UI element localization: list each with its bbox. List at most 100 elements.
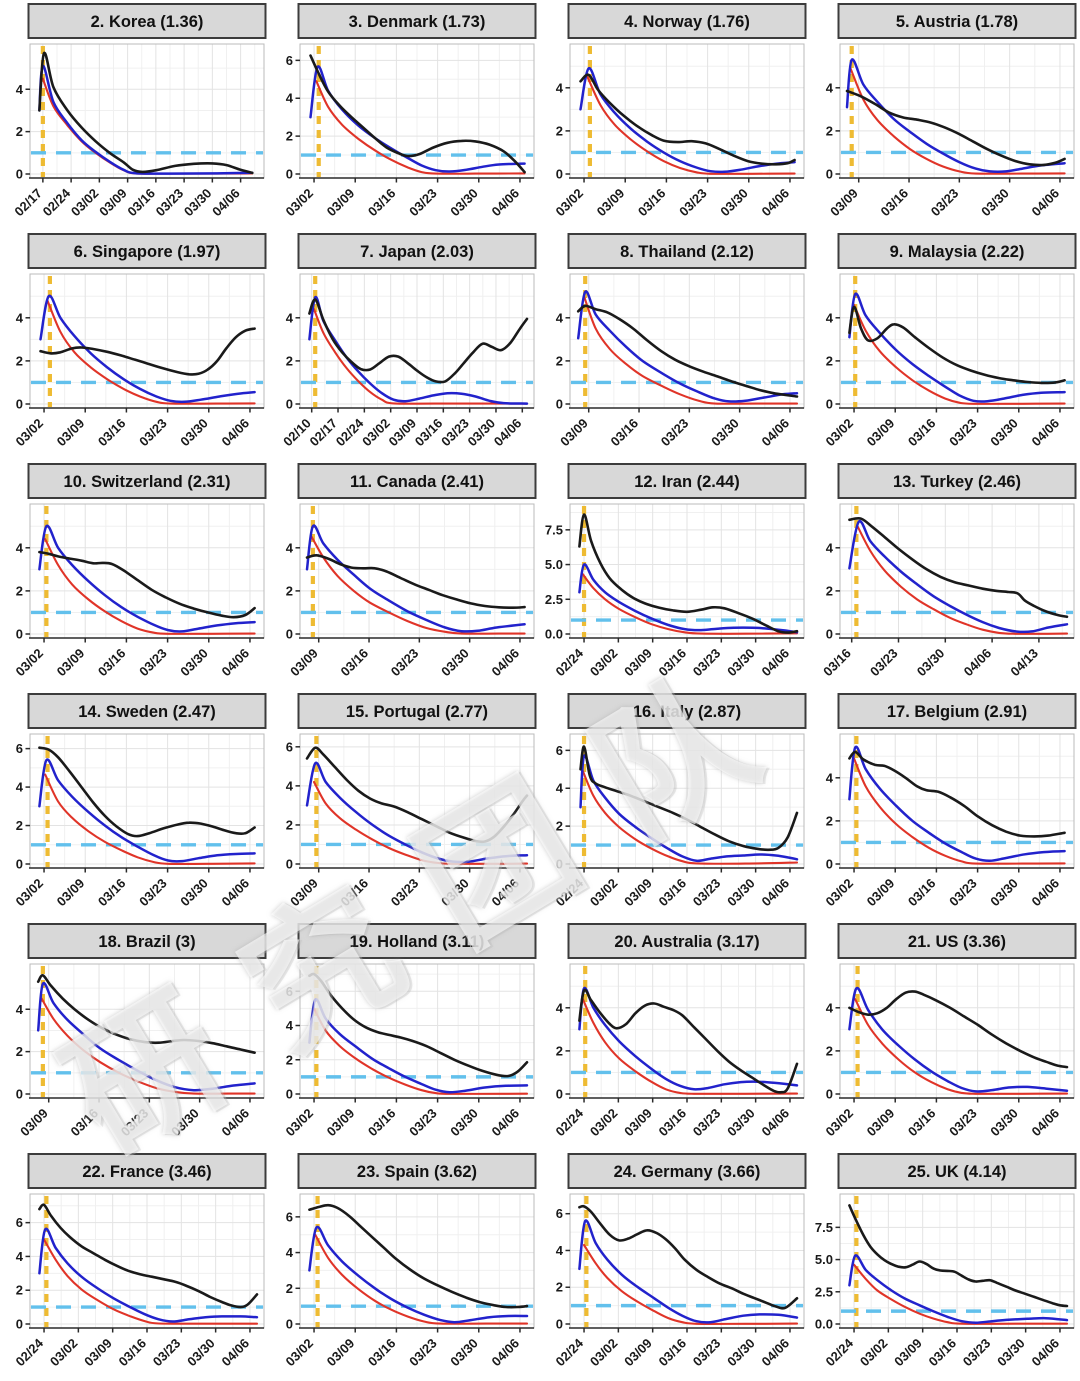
x-tick-label: 04/06 bbox=[489, 1336, 523, 1370]
panel-plot-uk: 0.0 2.5 5.0 7.5 02/24 03/02 03/09 03/16 03/23 03/… bbox=[815, 1153, 1077, 1369]
panel-plot-spain: 0 2 4 6 03/02 03/09 03/16 03/23 03/30 04/06 23. Sp… bbox=[283, 1153, 537, 1370]
x-tick-label: 02/17 bbox=[11, 186, 45, 220]
panel-plot-belgium: 0 2 4 03/02 03/09 03/16 03/23 03/30 04/06 17. Bel… bbox=[823, 693, 1077, 910]
x-tick-label: 03/16 bbox=[365, 186, 399, 220]
model-line-red bbox=[581, 573, 799, 635]
x-tick-label: 04/06 bbox=[489, 646, 523, 680]
y-tick-label: 6 bbox=[16, 741, 23, 756]
x-tick-label: 03/23 bbox=[928, 186, 962, 220]
y-tick-label: 0 bbox=[286, 1317, 293, 1332]
observed-line bbox=[578, 1204, 799, 1310]
x-tick-label: 03/30 bbox=[708, 416, 742, 450]
x-tick-label: 03/09 bbox=[864, 416, 898, 450]
panel-title: 15. Portugal (2.77) bbox=[346, 703, 488, 721]
panel-germany: 0 2 4 6 02/24 03/02 03/09 03/16 03/23 03/30 04/06 2… bbox=[540, 1150, 810, 1380]
y-tick-label: 0 bbox=[826, 397, 833, 412]
x-tick-label: 03/30 bbox=[438, 646, 472, 680]
panel-title: 19. Holland (3.11) bbox=[350, 933, 485, 951]
y-tick-label: 2 bbox=[16, 1283, 23, 1298]
y-tick-label: 2 bbox=[556, 353, 563, 368]
y-tick-label: 0 bbox=[286, 857, 293, 872]
model-line-red bbox=[312, 1007, 529, 1095]
model-line-blue bbox=[576, 290, 799, 403]
y-tick-label: 0 bbox=[556, 397, 563, 412]
x-tick-label: 03/16 bbox=[95, 876, 129, 910]
panel-plot-japan: 0 2 4 02/1002/1702/2403/0203/0903/1603/2303… bbox=[280, 233, 537, 450]
gridlines bbox=[840, 274, 1074, 408]
panel-header: 16. Italy (2.87) bbox=[567, 693, 807, 729]
panel-plot-switzerland: 0 2 4 03/02 03/09 03/16 03/23 03/30 04/06 10. Swi… bbox=[13, 463, 267, 679]
x-tick-label: 04/06 bbox=[759, 1336, 793, 1370]
x-tick-label: 03/16 bbox=[68, 1106, 102, 1140]
x-tick-label: 03/02 bbox=[587, 876, 621, 910]
x-tick-label: 03/09 bbox=[864, 876, 898, 910]
model-line-red bbox=[856, 525, 1069, 635]
x-tick-label: 04/06 bbox=[759, 876, 793, 910]
x-tick-label: 03/09 bbox=[621, 1106, 655, 1140]
x-tick-label: 03/30 bbox=[447, 186, 481, 220]
y-tick-label: 4 bbox=[826, 540, 834, 555]
x-tick-label: 03/16 bbox=[905, 1106, 939, 1140]
x-tick-label: 03/30 bbox=[168, 1106, 202, 1140]
x-tick-label: 03/23 bbox=[690, 646, 724, 680]
x-tick-label: 03/09 bbox=[287, 876, 321, 910]
y-tick-label: 0 bbox=[16, 1317, 23, 1332]
model-line-blue bbox=[39, 294, 256, 404]
y-tick-label: 4 bbox=[286, 1245, 294, 1260]
x-tick-label: 04/06 bbox=[1029, 1106, 1063, 1140]
panel-plot-malaysia: 0 2 4 03/02 03/09 03/16 03/23 03/30 04/06 9. Mala… bbox=[823, 233, 1077, 450]
observed-line bbox=[848, 750, 1066, 838]
x-tick-label: 03/30 bbox=[717, 186, 751, 220]
panel-title: 11. Canada (2.41) bbox=[350, 473, 484, 491]
panel-title: 7. Japan (2.03) bbox=[360, 243, 474, 261]
panel-header: 7. Japan (2.03) bbox=[297, 233, 537, 269]
plot-area bbox=[30, 44, 264, 178]
model-line-red bbox=[854, 998, 1069, 1095]
y-tick-label: 0 bbox=[826, 1087, 833, 1102]
x-tick-label: 04/06 bbox=[1029, 416, 1063, 450]
model-line-red bbox=[312, 308, 529, 405]
x-tick-label: 04/06 bbox=[1029, 876, 1063, 910]
y-tick-label: 4 bbox=[556, 80, 564, 95]
x-tick-label: 03/23 bbox=[867, 646, 901, 680]
x-tick-label: 02/24 bbox=[333, 415, 367, 449]
panel-brazil: 0 2 4 03/09 03/16 03/23 03/30 04/06 18. Brazil (… bbox=[0, 920, 270, 1150]
model-line-red bbox=[852, 303, 1066, 405]
x-tick-label: 03/09 bbox=[621, 876, 655, 910]
x-tick-label: 03/30 bbox=[447, 1106, 481, 1140]
panel-belgium: 0 2 4 03/02 03/09 03/16 03/23 03/30 04/06 17. Bel… bbox=[810, 690, 1080, 920]
x-tick-label: 04/06 bbox=[219, 1336, 253, 1370]
x-tick-label: 03/23 bbox=[946, 416, 980, 450]
x-tick-label: 03/02 bbox=[823, 876, 857, 910]
x-tick-label: 03/09 bbox=[17, 1106, 51, 1140]
x-tick-label: 03/02 bbox=[359, 416, 393, 450]
panel-plot-holland: 0 2 4 6 03/02 03/09 03/16 03/23 03/30 04/06 19. Ho… bbox=[283, 923, 537, 1140]
x-tick-label: 03/16 bbox=[905, 416, 939, 450]
panel-title: 8. Thailand (2.12) bbox=[620, 243, 754, 261]
y-tick-label: 2 bbox=[826, 123, 833, 138]
x-tick-label: 03/23 bbox=[690, 1106, 724, 1140]
x-tick-label: 03/16 bbox=[124, 186, 158, 220]
model-line-blue bbox=[38, 758, 256, 863]
x-tick-label: 03/02 bbox=[68, 186, 102, 220]
model-line-red bbox=[586, 75, 796, 175]
model-line-blue bbox=[848, 1254, 1069, 1324]
y-tick-label: 0 bbox=[16, 857, 23, 872]
model-line-blue bbox=[579, 754, 799, 863]
model-line-blue bbox=[308, 295, 529, 405]
y-tick-label: 4 bbox=[826, 310, 834, 325]
x-tick-label: 03/30 bbox=[724, 1336, 758, 1370]
panel-title: 12. Iran (2.44) bbox=[634, 473, 739, 491]
panel-denmark: 0 2 4 6 03/02 03/09 03/16 03/23 03/30 04/06 3. Den… bbox=[270, 0, 540, 230]
x-tick-label: 03/23 bbox=[946, 1106, 980, 1140]
y-tick-label: 4 bbox=[286, 91, 294, 106]
y-tick-label: 0 bbox=[286, 167, 293, 182]
x-tick-label: 04/06 bbox=[489, 876, 523, 910]
x-tick-label: 03/16 bbox=[95, 416, 129, 450]
y-tick-label: 2 bbox=[826, 583, 833, 598]
observed-line bbox=[578, 513, 799, 634]
panel-header: 5. Austria (1.78) bbox=[837, 3, 1077, 39]
y-tick-label: 0 bbox=[16, 397, 23, 412]
x-tick-label: 03/16 bbox=[338, 646, 372, 680]
y-tick-label: 0.0 bbox=[815, 1317, 833, 1332]
